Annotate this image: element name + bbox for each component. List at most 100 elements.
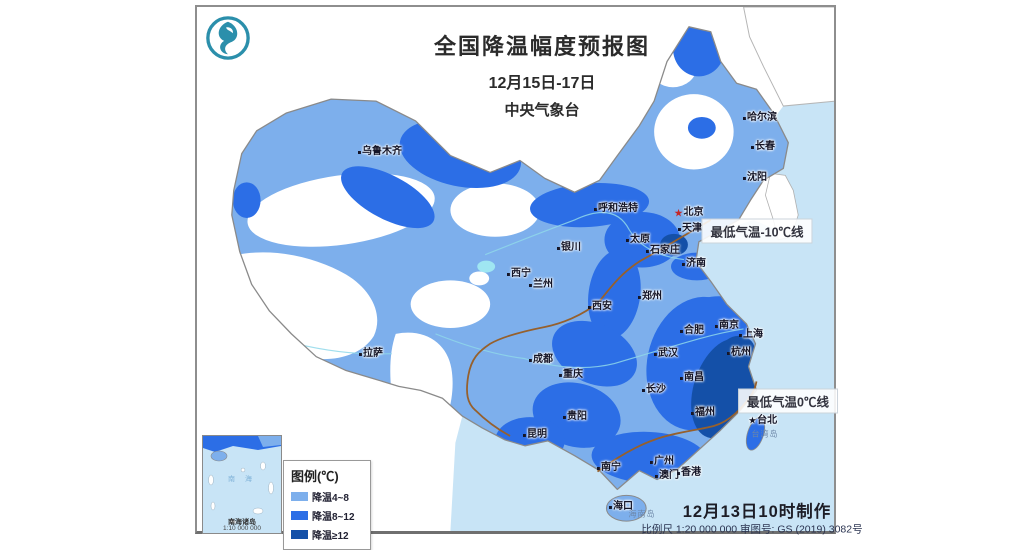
taiwan-island-label: 台湾岛 xyxy=(751,429,779,439)
city-shenyang: 沈阳 xyxy=(743,173,767,183)
city-dot-icon xyxy=(646,249,649,253)
city-dot-icon xyxy=(358,150,361,154)
city-dot-icon xyxy=(626,238,629,242)
city-nanjing: 南京 xyxy=(715,321,739,331)
legend-label-8-12: 降温8~12 xyxy=(312,512,355,523)
taiwan-island xyxy=(745,417,766,451)
lake-white-patch xyxy=(469,271,490,286)
city-aomen: 澳门 xyxy=(655,471,679,481)
city-dot-icon xyxy=(751,145,754,149)
annotation-min-temp-0: 最低气温0℃线 xyxy=(738,388,838,414)
rivers xyxy=(296,212,744,369)
city-dot-icon xyxy=(529,358,532,362)
city-dot-icon xyxy=(654,352,657,356)
inset-map xyxy=(203,436,281,525)
city-wulumuqi: 乌鲁木齐 xyxy=(358,147,402,157)
city-chengdu: 成都 xyxy=(529,355,553,365)
annotation-min-temp-minus10: 最低气温-10℃线 xyxy=(701,218,813,244)
china-border xyxy=(231,26,789,491)
city-dot-icon xyxy=(680,376,683,380)
city-kunming: 昆明 xyxy=(523,430,547,440)
city-beijing: ★ 北京 xyxy=(674,207,704,218)
taipei-star-icon: ★ xyxy=(748,416,757,425)
city-huhehaote: 呼和浩特 xyxy=(594,204,638,214)
china-cooling-map xyxy=(231,7,834,531)
legend-row: 降温≥12 xyxy=(291,527,364,542)
city-fuzhou: 福州 xyxy=(691,408,715,418)
city-shanghai: 上海 xyxy=(739,330,763,340)
city-nanning: 南宁 xyxy=(597,463,621,473)
isotherm-minus10-line xyxy=(466,219,712,437)
legend-label-4-8: 降温4~8 xyxy=(312,493,349,504)
legend-swatch-ge-12 xyxy=(291,530,308,539)
qinghai-lake xyxy=(477,260,496,273)
legend-swatch-4-8 xyxy=(291,492,308,501)
city-hangzhou: 杭州 xyxy=(727,348,751,358)
city-dot-icon xyxy=(682,262,685,266)
city-xianggang: 香港 xyxy=(677,468,701,478)
city-dot-icon xyxy=(655,474,658,478)
city-lasa: 拉萨 xyxy=(359,349,383,359)
city-dot-icon xyxy=(642,388,645,392)
city-dot-icon xyxy=(523,433,526,437)
city-dot-icon xyxy=(609,505,612,509)
city-shijiazhuang: 石家庄 xyxy=(646,246,680,256)
city-guangzhou: 广州 xyxy=(650,457,674,467)
south-china-sea-inset: 南 海 南海诸岛 1:10 000 000 xyxy=(202,435,282,534)
title-block: 全国降温幅度预报图 12月15日-17日 中央气象台 xyxy=(434,29,650,120)
city-dot-icon xyxy=(739,333,742,337)
inset-scale: 1:10 000 000 xyxy=(223,525,261,532)
city-dot-icon xyxy=(678,227,681,231)
city-dot-icon xyxy=(715,324,718,328)
city-dot-icon xyxy=(507,272,510,276)
inset-sea-label: 南 海 xyxy=(228,475,256,483)
city-wuhan: 武汉 xyxy=(654,349,678,359)
map-title: 全国降温幅度预报图 xyxy=(433,34,651,59)
city-guiyang: 贵阳 xyxy=(563,412,587,422)
city-taiyuan: 太原 xyxy=(626,235,650,245)
legend: 图例(℃) 降温4~8 降温8~12 降温≥12 xyxy=(283,460,371,550)
city-dot-icon xyxy=(743,176,746,180)
city-dot-icon xyxy=(597,466,600,470)
legend-label-ge-12: 降温≥12 xyxy=(312,531,349,542)
capital-star-icon: ★ xyxy=(674,207,683,218)
city-lanzhou: 兰州 xyxy=(529,280,553,290)
footer-scale-line: 比例尺 1:20 000 000 审图号: GS (2019) 3082号 xyxy=(641,523,863,536)
city-xian: 西安 xyxy=(588,302,612,312)
city-dot-icon xyxy=(650,460,653,464)
legend-title: 图例(℃) xyxy=(291,469,339,484)
legend-row: 降温4~8 xyxy=(291,489,364,504)
city-chongqing: 重庆 xyxy=(559,370,583,380)
city-haikou: 海口 xyxy=(609,502,633,512)
hainan-island-label: 海南岛 xyxy=(628,509,656,519)
city-dot-icon xyxy=(557,246,560,250)
hainan-island xyxy=(605,494,647,522)
city-yinchuan: 银川 xyxy=(557,243,581,253)
city-dot-icon xyxy=(680,329,683,333)
map-date: 12月15日-17日 xyxy=(488,75,596,92)
city-dot-icon xyxy=(563,415,566,419)
sea xyxy=(450,101,834,531)
city-dot-icon xyxy=(594,207,597,211)
city-taibei: ★ 台北 xyxy=(748,415,778,426)
city-dot-icon xyxy=(727,351,730,355)
city-zhengzhou: 郑州 xyxy=(638,292,662,302)
legend-row: 降温8~12 xyxy=(291,508,364,523)
city-dot-icon xyxy=(559,373,562,377)
city-hefei: 合肥 xyxy=(680,326,704,336)
city-dot-icon xyxy=(691,411,694,415)
city-dot-icon xyxy=(677,471,680,475)
city-changchun: 长春 xyxy=(751,142,775,152)
city-jinan: 济南 xyxy=(682,259,706,269)
inset-title: 南海诸岛 xyxy=(228,519,256,526)
city-changsha: 长沙 xyxy=(642,385,666,395)
map-agency: 中央气象台 xyxy=(504,102,580,119)
city-dot-icon xyxy=(359,352,362,356)
footer-made-at: 12月13日10时制作 xyxy=(682,503,832,521)
city-dot-icon xyxy=(529,283,532,287)
city-tianjin: 天津 xyxy=(678,224,702,234)
city-dot-icon xyxy=(588,305,591,309)
city-xining: 西宁 xyxy=(507,269,531,279)
city-dot-icon xyxy=(638,295,641,299)
